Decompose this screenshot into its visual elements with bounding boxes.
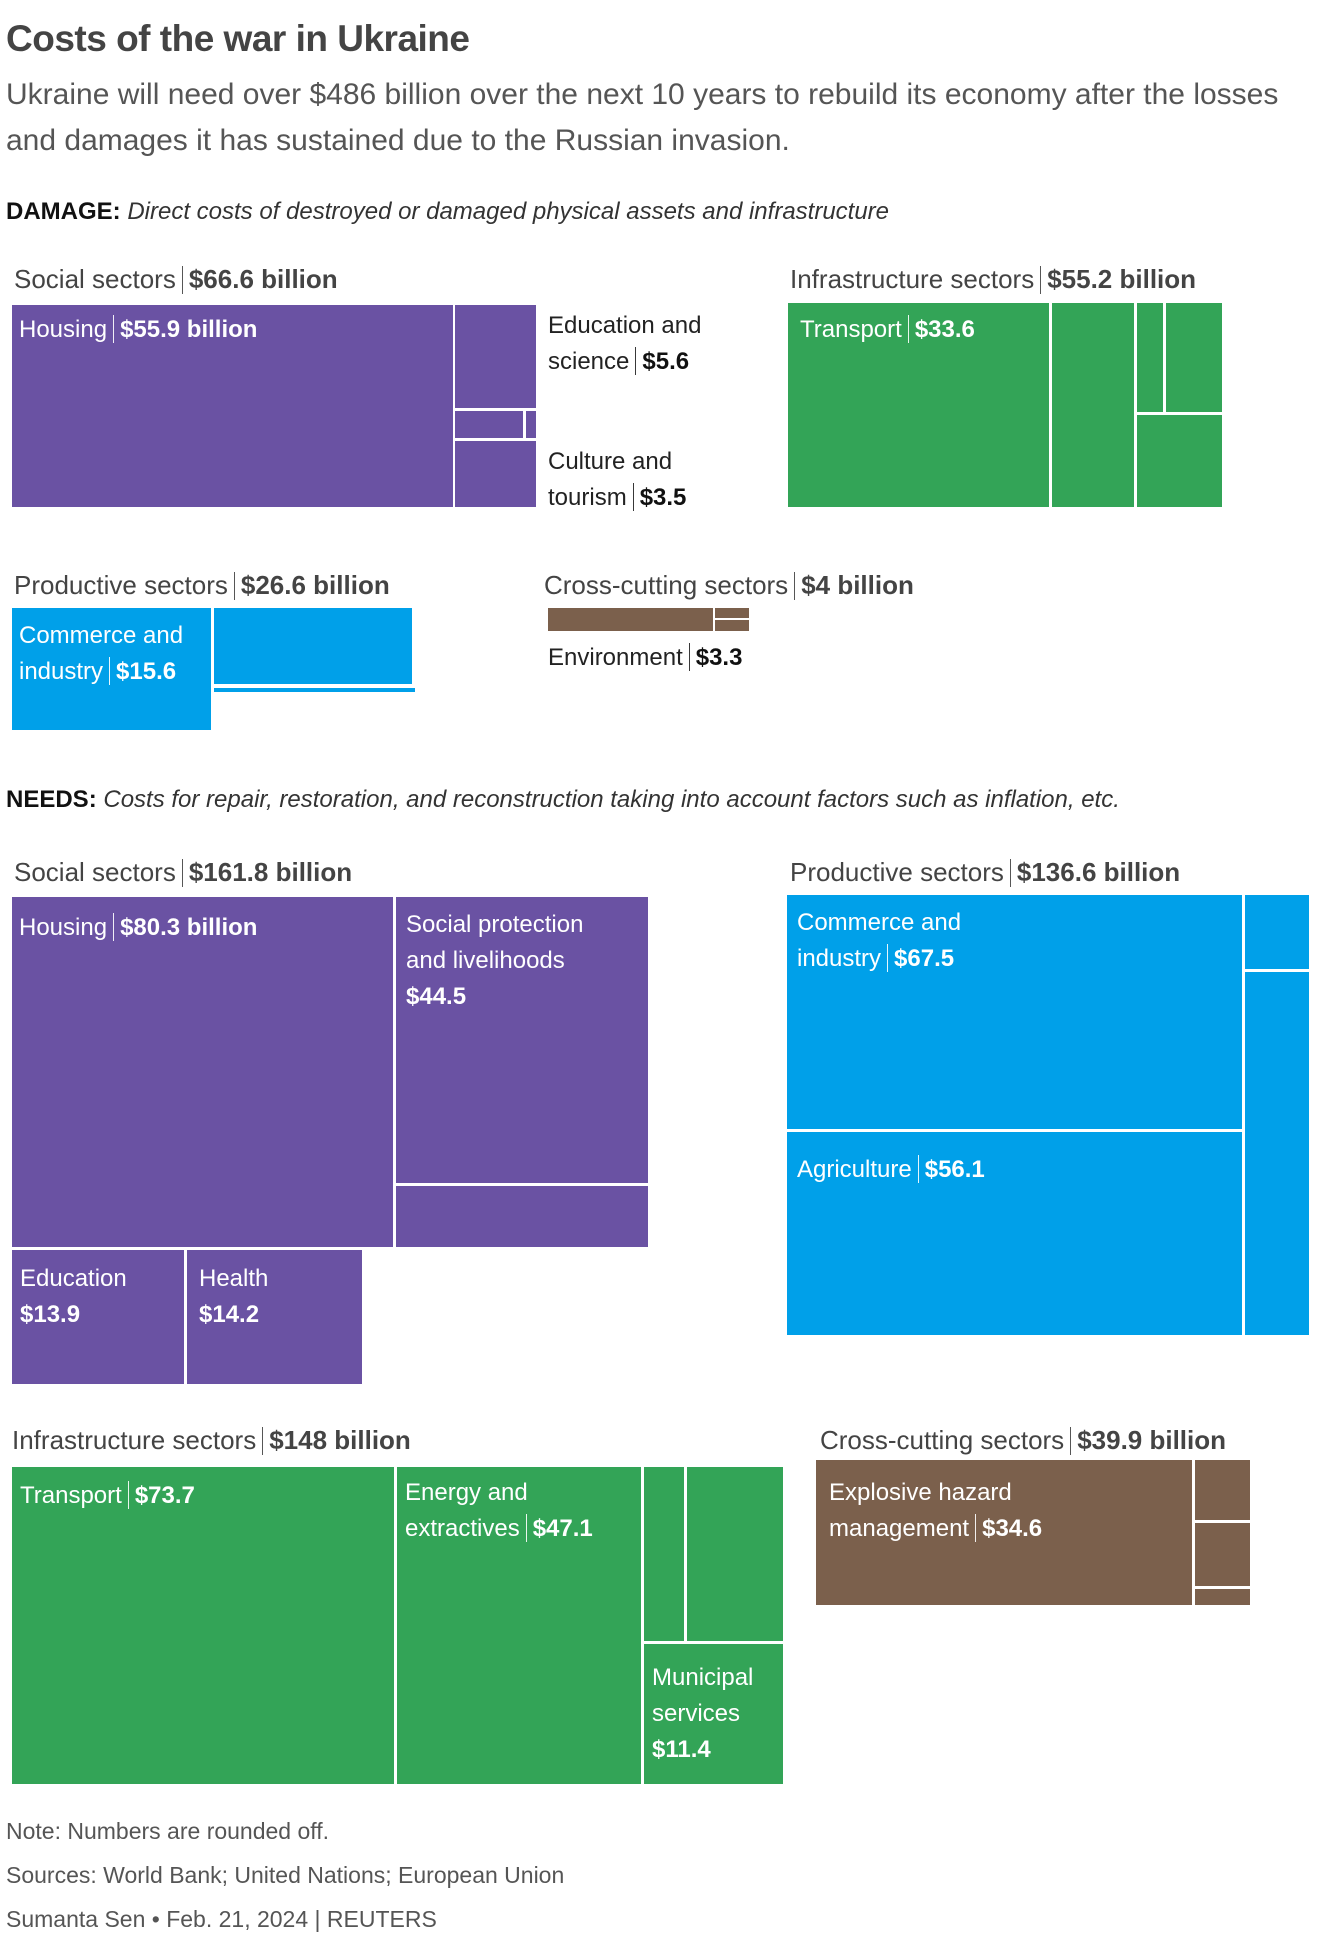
footer-sources: Sources: World Bank; United Nations; Eur…: [6, 1862, 565, 1888]
damage-infra-rect: [1166, 303, 1222, 412]
needs-productive-rect: [1245, 895, 1309, 969]
needs-infrastructure-title: Infrastructure sectors $148 billion: [12, 1425, 411, 1455]
needs-commerce-rect: [787, 895, 1242, 1129]
damage-crosscutting-rect: [715, 620, 749, 631]
damage-education-rect: [455, 305, 536, 408]
damage-transport-label: Transport $33.6: [800, 315, 975, 343]
needs-municipal-rect: [644, 1644, 783, 1784]
footer-note: Note: Numbers are rounded off.: [6, 1818, 330, 1844]
needs-health-rect: [187, 1250, 362, 1384]
damage-productive-rect: [214, 688, 415, 692]
needs-commerce-label: Commerce and industry $67.5: [797, 909, 962, 972]
needs-crosscutting-title: Cross-cutting sectors $39.9 billion: [820, 1425, 1227, 1455]
needs-explosive-label: Explosive hazard management $34.6: [829, 1479, 1043, 1542]
needs-productive-rect: [1245, 972, 1309, 1335]
damage-infra-rect: [1137, 415, 1222, 507]
damage-housing-rect: [12, 305, 453, 507]
needs-socialprotection-label: Social protection and livelihoods $44.5: [406, 911, 584, 1010]
chart-subtitle: Ukraine will need over $486 billion over…: [6, 78, 1279, 157]
needs-crosscutting-rect: [1195, 1460, 1250, 1520]
damage-productive-title: Productive sectors $26.6 billion: [14, 570, 390, 600]
needs-education-label: Education $13.9: [20, 1265, 127, 1328]
needs-productive-title: Productive sectors $136.6 billion: [790, 857, 1181, 887]
needs-social-title: Social sectors $161.8 billion: [14, 857, 353, 887]
needs-housing-label: Housing $80.3 billion: [19, 913, 258, 941]
chart-title: Costs of the war in Ukraine: [6, 18, 470, 59]
damage-minor-rect: [455, 411, 523, 438]
needs-municipal-label: Municipal services $11.4: [652, 1664, 754, 1763]
damage-infrastructure-title: Infrastructure sectors $55.2 billion: [790, 264, 1197, 294]
needs-transport-label: Transport $73.7: [20, 1481, 195, 1509]
damage-heading: DAMAGE: Direct costs of destroyed or dam…: [6, 198, 890, 225]
damage-housing-label: Housing $55.9 billion: [19, 315, 258, 343]
damage-culture-label: Culture and tourism $3.5: [548, 448, 687, 511]
damage-social-title: Social sectors $66.6 billion: [14, 264, 338, 294]
damage-education-label: Education and science $5.6: [548, 312, 702, 375]
needs-crosscutting-rect: [1195, 1523, 1250, 1586]
damage-crosscutting-rect: [715, 608, 749, 618]
damage-commerce-rect: [12, 608, 211, 730]
needs-heading: NEEDS: Costs for repair, restoration, an…: [6, 786, 1120, 813]
damage-culture-rect: [455, 441, 536, 507]
needs-infra-rect: [687, 1467, 783, 1641]
damage-infra-rect: [1137, 303, 1163, 412]
damage-commerce-label: Commerce and industry $15.6: [19, 622, 184, 685]
damage-productive-rect: [214, 608, 412, 684]
needs-agriculture-rect: [787, 1132, 1242, 1335]
damage-minor-rect: [526, 411, 536, 438]
needs-socialprotection-rect: [396, 897, 648, 1183]
damage-transport-rect: [788, 303, 1049, 507]
damage-environment-label: Environment $3.3: [548, 643, 743, 671]
needs-health-label: Health $14.2: [199, 1265, 269, 1328]
needs-education-rect: [12, 1250, 184, 1384]
needs-infra-rect: [644, 1467, 684, 1641]
damage-crosscutting-title: Cross-cutting sectors $4 billion: [544, 570, 914, 600]
damage-infra-rect: [1052, 303, 1134, 507]
needs-explosive-rect: [816, 1460, 1192, 1605]
footer-credit: Sumanta Sen • Feb. 21, 2024 | REUTERS: [6, 1906, 437, 1932]
needs-crosscutting-rect: [1195, 1589, 1250, 1605]
needs-energy-label: Energy and extractives $47.1: [405, 1479, 593, 1542]
needs-housing-rect: [12, 897, 393, 1247]
needs-agriculture-label: Agriculture $56.1: [797, 1155, 985, 1183]
needs-social-rect: [396, 1186, 648, 1247]
needs-energy-rect: [397, 1467, 641, 1784]
needs-transport-rect: [12, 1467, 394, 1784]
damage-environment-rect: [548, 608, 713, 631]
